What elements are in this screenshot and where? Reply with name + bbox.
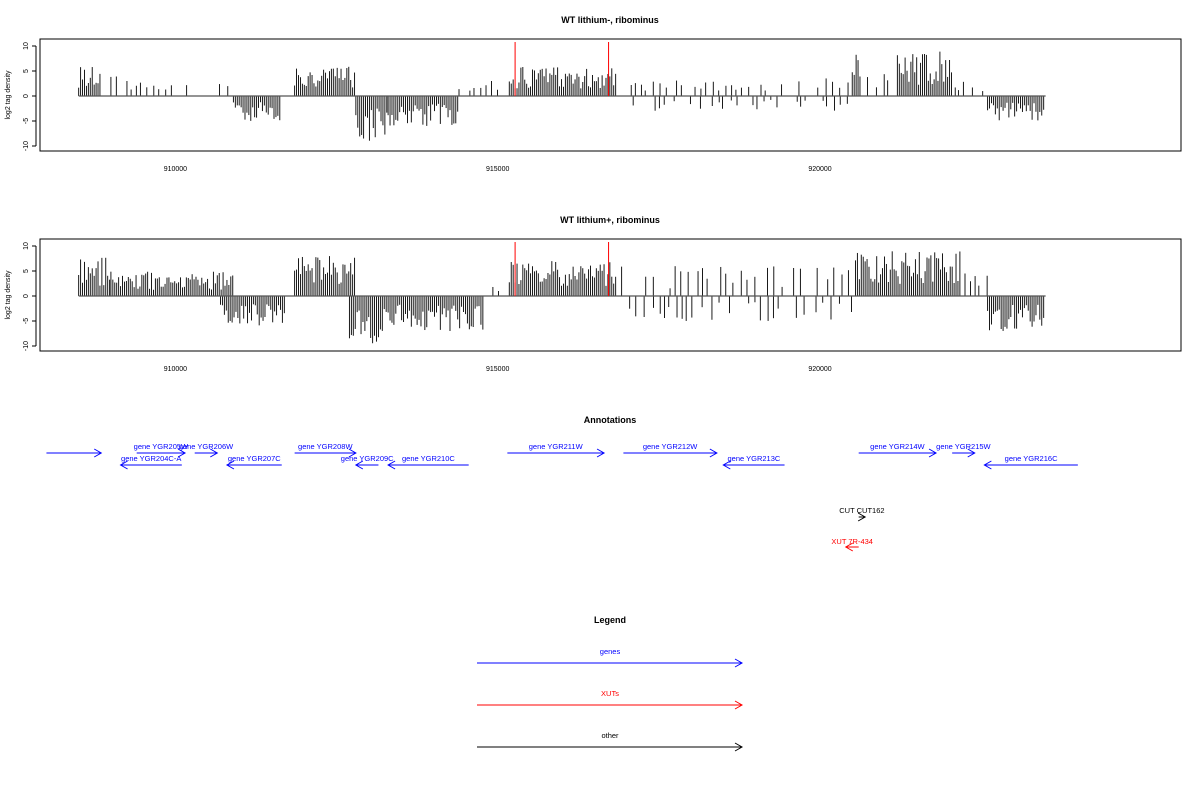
legend-label: XUTs bbox=[601, 689, 619, 698]
signal-bars bbox=[78, 51, 1045, 141]
feature-label: gene YGR208W bbox=[298, 442, 353, 451]
feature-arrow-head bbox=[857, 512, 867, 522]
y-axis-title: log2 tag density bbox=[5, 270, 12, 320]
legend-arrow-head bbox=[734, 742, 744, 752]
feature: gene YGR210C bbox=[387, 454, 469, 470]
feature: gene YGR206W bbox=[179, 442, 234, 458]
feature-arrow-head bbox=[983, 460, 992, 470]
red-markers bbox=[514, 42, 610, 96]
feature-arrow-head bbox=[225, 460, 235, 470]
feature-label: gene YGR207C bbox=[228, 454, 281, 463]
feature: gene YGR212W bbox=[623, 442, 718, 458]
y-axis: -10 -5 0 5 10 bbox=[23, 42, 37, 151]
y-tick-label: 0 bbox=[23, 94, 30, 98]
track-panel-lithium-plus: WT lithium+, ribominus log2 tag density … bbox=[5, 215, 1182, 373]
feature: gene YGR208W bbox=[294, 442, 357, 458]
x-axis: 910000 915000 920000 bbox=[164, 166, 832, 173]
feature-arrow-head bbox=[348, 448, 357, 458]
feature: gene YGR211W bbox=[507, 442, 606, 458]
feature-arrow-head bbox=[967, 448, 976, 458]
feature-label: gene YGR216C bbox=[1005, 454, 1058, 463]
legend-items: genes XUTs other bbox=[477, 647, 744, 752]
feature-label: gene YGR209C bbox=[341, 454, 394, 463]
feature: gene YGR216C bbox=[983, 454, 1078, 470]
feature-arrow-head bbox=[119, 460, 128, 470]
feature: gene YGR207C bbox=[225, 454, 282, 470]
feature-arrow-head bbox=[596, 448, 606, 458]
legend-arrow-head bbox=[734, 700, 744, 710]
red-markers bbox=[514, 242, 610, 296]
legend-item: genes bbox=[477, 647, 744, 668]
feature-label: gene YGR215W bbox=[936, 442, 991, 451]
plot-frame bbox=[39, 238, 1182, 352]
legend-arrow-head bbox=[734, 658, 744, 668]
feature: XUT 7R-434 bbox=[831, 537, 873, 552]
legend-title: Legend bbox=[594, 615, 626, 625]
x-tick-label: 915000 bbox=[486, 166, 509, 173]
annotations-title: Annotations bbox=[584, 415, 637, 425]
x-tick-label: 910000 bbox=[164, 366, 187, 373]
feature-label: gene YGR210C bbox=[402, 454, 455, 463]
x-tick-label: 910000 bbox=[164, 166, 187, 173]
feature-label: CUT CUT162 bbox=[839, 506, 884, 515]
legend-item: other bbox=[477, 731, 744, 752]
legend-item: XUTs bbox=[477, 689, 744, 710]
y-tick-label: 10 bbox=[23, 42, 30, 50]
feature-label: gene YGR206W bbox=[179, 442, 234, 451]
plot-frame bbox=[39, 38, 1182, 152]
panel-title: WT lithium-, ribominus bbox=[561, 15, 659, 25]
legend-label: genes bbox=[600, 647, 621, 656]
feature-arrow-head bbox=[177, 448, 187, 458]
track-panel-lithium-minus: WT lithium-, ribominus log2 tag density … bbox=[5, 15, 1182, 173]
feature-arrow-head bbox=[844, 542, 854, 552]
feature: gene YGR213C bbox=[722, 454, 785, 470]
y-axis: -10 -5 0 5 10 bbox=[23, 242, 37, 351]
legend-label: other bbox=[601, 731, 619, 740]
feature-label: gene YGR214W bbox=[870, 442, 925, 451]
feature-arrow-head bbox=[210, 448, 219, 458]
feature: gene YGR204C-A bbox=[119, 454, 182, 470]
feature: gene YGR215W bbox=[936, 442, 992, 458]
feature-label: gene YGR205W bbox=[134, 442, 189, 451]
feature: gene YGR205W bbox=[134, 442, 189, 458]
feature-label: gene YGR212W bbox=[643, 442, 698, 451]
y-tick-label: 5 bbox=[23, 69, 30, 73]
feature bbox=[46, 448, 103, 458]
y-axis-title: log2 tag density bbox=[5, 70, 12, 120]
feature: gene YGR209C bbox=[341, 454, 394, 470]
y-tick-label: 0 bbox=[23, 294, 30, 298]
y-tick-label: -10 bbox=[23, 341, 30, 351]
x-tick-label: 920000 bbox=[808, 366, 831, 373]
feature-label: gene YGR213C bbox=[727, 454, 780, 463]
feature-label: XUT 7R-434 bbox=[831, 537, 873, 546]
panel-title: WT lithium+, ribominus bbox=[560, 215, 660, 225]
legend: Legend genes XUTs other bbox=[477, 615, 744, 752]
feature-arrow-head bbox=[387, 460, 396, 470]
y-tick-label: 10 bbox=[23, 242, 30, 250]
y-tick-label: -5 bbox=[23, 118, 30, 124]
feature: CUT CUT162 bbox=[839, 506, 885, 522]
feature-arrow-head bbox=[722, 460, 731, 470]
x-axis: 910000 915000 920000 bbox=[164, 366, 832, 373]
feature-arrow-head bbox=[709, 448, 718, 458]
y-tick-label: -5 bbox=[23, 318, 30, 324]
feature-label: gene YGR204C-A bbox=[121, 454, 181, 463]
y-tick-label: 5 bbox=[23, 269, 30, 273]
signal-bars bbox=[78, 251, 1045, 344]
feature-arrow-head bbox=[928, 448, 938, 458]
feature-arrow-head bbox=[354, 460, 364, 470]
feature-label: gene YGR211W bbox=[529, 442, 584, 451]
x-tick-label: 915000 bbox=[486, 366, 509, 373]
x-tick-label: 920000 bbox=[808, 166, 831, 173]
y-tick-label: -10 bbox=[23, 141, 30, 151]
feature-arrow-head bbox=[93, 448, 103, 458]
feature: gene YGR214W bbox=[858, 442, 938, 458]
